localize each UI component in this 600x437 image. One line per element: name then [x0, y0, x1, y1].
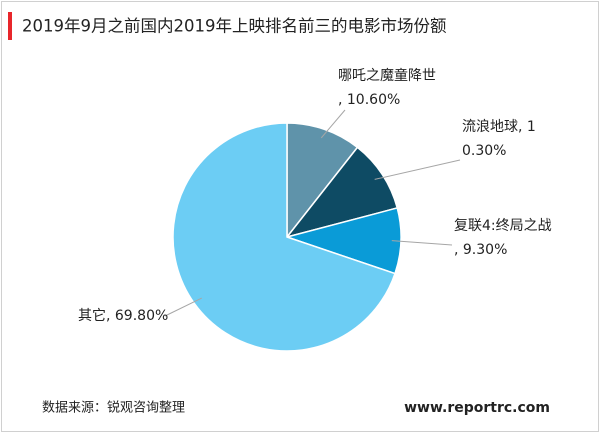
source: 数据来源：锐观咨询整理 — [42, 401, 185, 416]
label-line: 流浪地球, 1 — [462, 119, 536, 135]
label-line: 哪吒之魔童降世 — [338, 67, 436, 84]
label-line: 0.30% — [462, 143, 506, 159]
data-label: 流浪地球, 1 0.30% — [462, 119, 536, 159]
label-line: , 10.60% — [338, 92, 400, 108]
leader-line — [374, 159, 461, 180]
chart-title: 2019年9月之前国内2019年上映排名前三的电影市场份额 — [22, 17, 447, 36]
data-label: 复联4:终局之战 , 9.30% — [454, 217, 552, 258]
pie-slice — [286, 122, 359, 240]
label-line: 复联4:终局之战 — [454, 217, 552, 234]
pie-slice — [172, 122, 396, 352]
website: www.reportrc.com — [404, 400, 550, 416]
label-line: , 9.30% — [454, 242, 507, 258]
leader-line — [164, 297, 202, 317]
leader-line — [391, 240, 453, 246]
leader-line — [320, 109, 346, 139]
data-label: 其它, 69.80% — [78, 307, 168, 324]
data-label: 哪吒之魔童降世 , 10.60% — [338, 67, 436, 108]
title-bar — [8, 12, 12, 40]
label-line: 其它, 69.80% — [78, 307, 168, 324]
